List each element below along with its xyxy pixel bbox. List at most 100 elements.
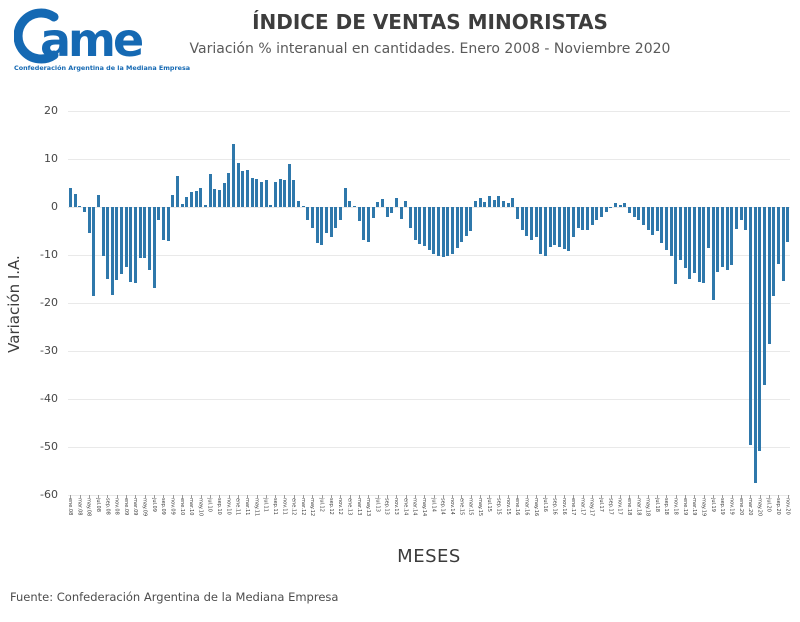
x-tick-mark bbox=[591, 495, 593, 498]
x-tick-mark bbox=[247, 495, 249, 498]
x-tick-mark bbox=[545, 495, 547, 498]
bar-may.16 bbox=[534, 207, 538, 238]
x-tick-mark bbox=[312, 495, 314, 498]
x-tick-label: jul.19 bbox=[709, 498, 716, 512]
x-tick-label: sep.11 bbox=[271, 498, 278, 515]
bar-ago.20 bbox=[772, 207, 776, 297]
bar-ago.13 bbox=[380, 199, 384, 207]
y-tick-label: -50 bbox=[40, 440, 58, 453]
bar-feb.14 bbox=[408, 207, 412, 229]
x-tick-label: may.08 bbox=[85, 498, 92, 517]
bar-mar.18 bbox=[637, 207, 641, 221]
x-tick-label: jul.20 bbox=[765, 498, 772, 512]
x-tick-label: may.13 bbox=[365, 498, 372, 517]
bar-jun.14 bbox=[427, 207, 431, 251]
bar-ago.16 bbox=[548, 207, 552, 248]
bar-jul.12 bbox=[320, 207, 324, 245]
bar-abr.14 bbox=[418, 207, 422, 245]
x-tick-mark bbox=[181, 495, 183, 498]
bar-dic.15 bbox=[511, 197, 515, 207]
bar-sep.12 bbox=[329, 207, 333, 237]
x-tick-label: mar.11 bbox=[244, 498, 250, 516]
bar-dic.10 bbox=[231, 143, 235, 207]
x-tick-label: sep.17 bbox=[607, 498, 614, 515]
bar-abr.20 bbox=[753, 207, 757, 484]
bar-oct.10 bbox=[222, 182, 226, 207]
x-tick-label: jul.15 bbox=[486, 498, 493, 512]
x-tick-label: jul.11 bbox=[262, 498, 269, 512]
bar-feb.09 bbox=[129, 207, 133, 282]
bar-oct.13 bbox=[390, 207, 394, 214]
bar-abr.12 bbox=[306, 207, 310, 220]
bar-mar.16 bbox=[525, 207, 529, 236]
bar-dic.16 bbox=[567, 207, 571, 251]
x-tick-mark bbox=[713, 495, 714, 498]
bar-mar.10 bbox=[190, 191, 193, 207]
bar-dic.08 bbox=[120, 207, 124, 275]
x-tick-label: may.17 bbox=[588, 498, 595, 517]
x-tick-mark bbox=[70, 495, 72, 498]
bar-feb.10 bbox=[185, 197, 189, 207]
bar-oct.15 bbox=[502, 200, 506, 207]
x-tick-label: nov.15 bbox=[504, 498, 511, 515]
bar-oct.18 bbox=[669, 207, 673, 257]
x-tick-mark bbox=[563, 495, 565, 498]
bar-abr.08 bbox=[82, 207, 86, 213]
bar-jun.08 bbox=[92, 207, 96, 296]
gridline-y-20 bbox=[68, 111, 790, 112]
bar-ene.17 bbox=[571, 207, 575, 237]
x-tick-label: jul.17 bbox=[598, 498, 605, 512]
bar-oct.19 bbox=[725, 207, 729, 270]
x-tick-label: ene.13 bbox=[346, 498, 353, 516]
x-tick-mark bbox=[396, 495, 398, 498]
x-tick-mark bbox=[461, 495, 463, 498]
x-tick-mark bbox=[424, 495, 426, 498]
x-tick-mark bbox=[480, 495, 482, 498]
x-tick-label: may.20 bbox=[756, 498, 763, 517]
x-tick-mark bbox=[414, 495, 416, 498]
x-tick-label: ene.15 bbox=[458, 498, 465, 516]
x-tick-label: mar.10 bbox=[188, 498, 195, 516]
bar-mar.12 bbox=[301, 206, 305, 208]
x-tick-label: ene.14 bbox=[402, 498, 409, 516]
bar-feb.13 bbox=[353, 206, 357, 208]
x-tick-mark bbox=[303, 495, 305, 498]
x-tick-label: sep.14 bbox=[439, 498, 446, 515]
source-note: Fuente: Confederación Argentina de la Me… bbox=[10, 590, 339, 604]
x-tick-label: mar.15 bbox=[467, 498, 474, 516]
bar-dic.11 bbox=[287, 163, 291, 207]
bar-ene.19 bbox=[683, 207, 687, 269]
x-tick-mark bbox=[377, 495, 379, 498]
bar-nov.13 bbox=[394, 197, 398, 207]
x-tick-label: mar.13 bbox=[355, 498, 362, 516]
bar-sep.15 bbox=[497, 196, 501, 207]
bar-ene.13 bbox=[348, 200, 352, 207]
svg-text:ame: ame bbox=[40, 13, 142, 67]
bar-feb.15 bbox=[464, 207, 468, 236]
bar-nov.20 bbox=[786, 207, 790, 243]
bar-dic.09 bbox=[176, 175, 180, 207]
bar-may.09 bbox=[143, 207, 147, 259]
bar-may.11 bbox=[255, 179, 259, 207]
bar-ene.15 bbox=[460, 207, 464, 242]
x-tick-mark bbox=[768, 495, 770, 498]
bar-nov.11 bbox=[283, 180, 287, 207]
bar-ago.11 bbox=[269, 205, 273, 207]
bar-sep.20 bbox=[776, 207, 780, 264]
x-tick-mark bbox=[610, 495, 612, 498]
x-tick-label: ene.11 bbox=[234, 498, 241, 516]
bar-dic.13 bbox=[399, 207, 403, 219]
bar-feb.16 bbox=[520, 207, 524, 231]
bar-mar.19 bbox=[693, 207, 697, 274]
y-tick-label: -60 bbox=[40, 488, 58, 501]
bar-sep.10 bbox=[217, 190, 221, 207]
bar-may.10 bbox=[199, 187, 203, 207]
x-tick-mark bbox=[284, 495, 286, 498]
bar-ago.19 bbox=[716, 207, 720, 272]
bar-ago.17 bbox=[604, 207, 608, 212]
bar-jul.15 bbox=[488, 196, 492, 207]
x-tick-label: jul.09 bbox=[150, 498, 157, 512]
bar-feb.17 bbox=[576, 207, 580, 229]
bar-mar.14 bbox=[413, 207, 417, 241]
bar-jun.10 bbox=[203, 204, 207, 207]
